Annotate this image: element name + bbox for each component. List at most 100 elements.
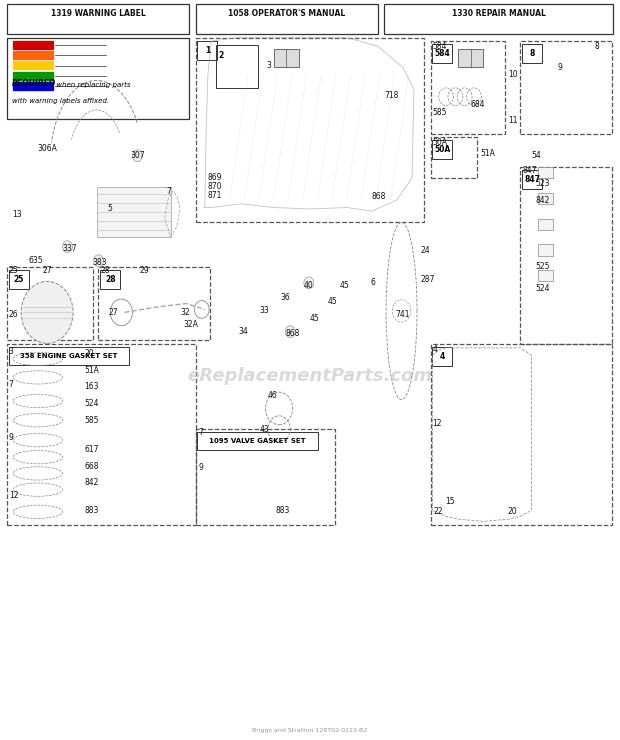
Text: with warning labels affixed.: with warning labels affixed. [12, 98, 109, 104]
Text: 33: 33 [259, 306, 269, 315]
Text: 1319 WARNING LABEL: 1319 WARNING LABEL [51, 9, 146, 18]
Bar [13, 82, 53, 90]
Bar [520, 41, 612, 134]
Bar [522, 44, 542, 64]
Text: 6: 6 [371, 278, 376, 287]
Text: 358 ENGINE GASKET SET: 358 ENGINE GASKET SET [20, 353, 118, 359]
Text: 842: 842 [84, 478, 99, 487]
Text: 51A: 51A [84, 366, 99, 374]
Text: 22: 22 [434, 508, 443, 517]
Text: 28: 28 [101, 266, 110, 275]
Text: 8: 8 [595, 42, 600, 51]
Text: when replacing parts: when replacing parts [54, 81, 130, 88]
Bar [9, 269, 29, 289]
Bar [431, 41, 505, 134]
Bar [433, 44, 452, 64]
Bar [195, 38, 425, 222]
Text: 1: 1 [205, 46, 210, 55]
Text: 847: 847 [524, 175, 540, 184]
Bar [431, 138, 477, 178]
Text: 9: 9 [9, 434, 14, 443]
Bar [13, 72, 53, 80]
Text: 4: 4 [433, 345, 437, 354]
Text: 25: 25 [14, 275, 24, 283]
Bar [433, 347, 452, 366]
Bar [7, 38, 189, 119]
Text: 337: 337 [63, 243, 77, 252]
Text: 45: 45 [340, 280, 350, 289]
Text: 584: 584 [435, 50, 450, 58]
Bar [195, 4, 378, 34]
Text: 9: 9 [198, 463, 203, 472]
Text: 307: 307 [131, 151, 145, 161]
Bar [13, 61, 53, 70]
Bar [7, 4, 189, 34]
Text: eReplacementParts.com: eReplacementParts.com [187, 367, 433, 385]
Bar [274, 50, 299, 67]
Text: 524: 524 [84, 399, 99, 408]
Bar [100, 269, 120, 289]
Text: 54: 54 [531, 151, 541, 161]
Text: 12: 12 [9, 491, 18, 500]
Text: 7: 7 [167, 186, 171, 196]
Bar [7, 344, 195, 525]
Bar [520, 167, 612, 344]
Text: 523: 523 [536, 179, 551, 189]
Bar [197, 432, 318, 450]
Text: 883: 883 [276, 506, 290, 515]
Text: 20: 20 [84, 349, 94, 358]
Text: 869: 869 [208, 173, 223, 183]
Text: Briggs and Stratton 128T02-0123-B2: Briggs and Stratton 128T02-0123-B2 [252, 728, 368, 733]
Text: 7: 7 [9, 380, 14, 389]
Bar [97, 186, 171, 237]
Bar [13, 51, 53, 59]
Text: 26: 26 [9, 310, 19, 319]
Bar [522, 170, 542, 189]
Text: REQUIRED: REQUIRED [12, 79, 56, 88]
Text: 32A: 32A [183, 320, 198, 329]
Bar [458, 50, 483, 67]
Text: 2: 2 [218, 51, 224, 60]
Circle shape [63, 240, 73, 252]
Text: 524: 524 [536, 284, 551, 293]
Text: 45: 45 [327, 297, 337, 306]
Bar [538, 270, 553, 281]
Text: 27: 27 [109, 308, 118, 317]
Text: 383: 383 [92, 258, 107, 267]
Bar [538, 218, 553, 229]
Circle shape [304, 277, 314, 289]
Text: 25: 25 [9, 266, 19, 275]
Text: 10: 10 [508, 70, 518, 79]
Text: 50A: 50A [433, 138, 448, 147]
Text: 32: 32 [180, 308, 190, 317]
Text: 11: 11 [508, 116, 518, 125]
Bar [99, 266, 210, 340]
Text: 718: 718 [384, 91, 399, 100]
Bar [538, 167, 553, 178]
Text: 635: 635 [29, 256, 43, 265]
Bar [7, 266, 94, 340]
Text: 5: 5 [107, 204, 112, 213]
Text: 50A: 50A [434, 145, 451, 155]
Text: 585: 585 [84, 416, 99, 425]
Text: 868: 868 [285, 329, 299, 337]
Text: 46: 46 [268, 391, 278, 400]
Text: 3: 3 [9, 347, 14, 356]
Text: 847: 847 [522, 166, 537, 175]
Text: 7: 7 [198, 428, 203, 437]
Text: 40: 40 [304, 280, 314, 289]
Text: 1330 REPAIR MANUAL: 1330 REPAIR MANUAL [452, 9, 546, 18]
Text: 8: 8 [529, 50, 535, 58]
Bar [197, 41, 217, 60]
Text: 36: 36 [280, 293, 290, 302]
Text: 584: 584 [433, 42, 447, 51]
Circle shape [21, 281, 73, 343]
Text: 12: 12 [433, 419, 442, 428]
Text: 1095 VALVE GASKET SET: 1095 VALVE GASKET SET [210, 438, 306, 444]
Text: 34: 34 [239, 327, 249, 336]
Text: 617: 617 [84, 445, 99, 454]
Text: 871: 871 [208, 191, 223, 201]
Text: 20: 20 [508, 508, 518, 517]
Text: 870: 870 [208, 182, 223, 192]
Text: 842: 842 [536, 195, 550, 205]
